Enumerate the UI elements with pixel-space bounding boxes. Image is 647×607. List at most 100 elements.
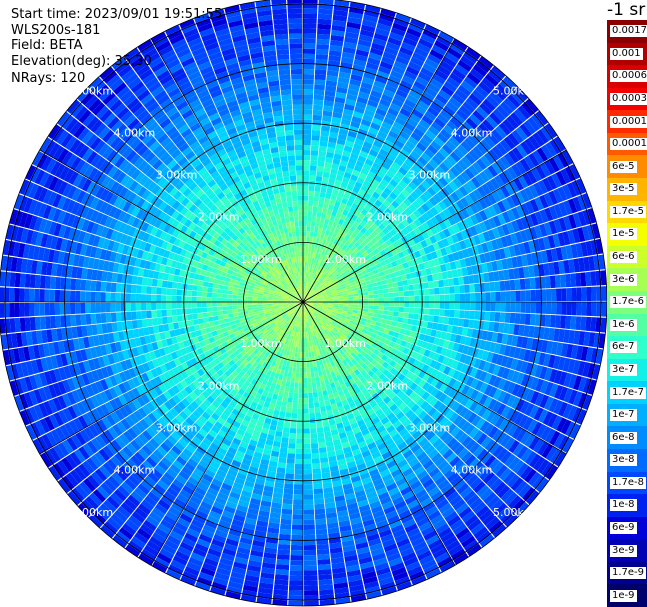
range-gate-cell: [521, 101, 535, 117]
range-gate-cell: [340, 256, 346, 263]
range-gate-cell: [330, 330, 336, 336]
range-gate-cell: [303, 291, 306, 298]
range-gate-cell: [388, 330, 395, 337]
range-gate-cell: [287, 371, 292, 378]
range-gate-cell: [450, 548, 466, 561]
range-gate-cell: [313, 488, 324, 495]
range-gate-cell: [438, 200, 448, 211]
range-gate-cell: [310, 267, 314, 274]
range-gate-cell: [410, 403, 420, 413]
range-gate-cell: [436, 35, 452, 47]
range-gate-cell: [328, 303, 334, 306]
range-gate-cell: [511, 335, 519, 347]
range-gate-cell: [451, 223, 461, 234]
range-gate-cell: [377, 442, 387, 451]
range-gate-cell: [440, 531, 455, 543]
range-gate-cell: [303, 241, 306, 247]
range-gate-cell: [282, 427, 290, 434]
range-gate-cell: [561, 150, 574, 166]
range-gate-cell: [423, 246, 431, 255]
range-gate-cell: [317, 391, 324, 398]
range-gate-cell: [430, 368, 439, 378]
range-gate-cell: [332, 279, 339, 285]
range-gate-cell: [377, 285, 384, 290]
range-gate-cell: [523, 241, 531, 254]
range-gate-cell: [312, 114, 322, 121]
range-gate-cell: [407, 278, 414, 285]
range-gate-cell: [305, 276, 307, 282]
range-gate-cell: [348, 304, 354, 308]
range-gate-cell: [315, 275, 320, 281]
range-gate-cell: [317, 305, 323, 309]
range-gate-cell: [312, 295, 317, 298]
range-gate-cell: [543, 353, 551, 367]
range-gate-cell: [341, 324, 347, 330]
range-gate-cell: [368, 298, 374, 302]
range-gate-cell: [280, 523, 292, 530]
range-gate-cell: [425, 129, 437, 141]
range-gate-cell: [490, 499, 504, 513]
range-gate-cell: [447, 205, 457, 216]
range-gate-cell: [520, 216, 530, 230]
range-gate-cell: [552, 355, 561, 370]
range-gate-cell: [393, 17, 410, 28]
range-gate-cell: [318, 201, 324, 208]
range-gate-cell: [399, 269, 406, 276]
range-gate-cell: [316, 165, 324, 172]
range-gate-cell: [355, 101, 367, 110]
range-gate-cell: [380, 242, 388, 250]
range-gate-cell: [309, 412, 316, 419]
range-gate-cell: [329, 199, 336, 206]
range-gate-cell: [395, 183, 405, 193]
range-gate-cell: [405, 224, 414, 233]
range-gate-cell: [314, 69, 327, 76]
range-gate-cell: [331, 321, 337, 326]
range-gate-cell: [362, 114, 374, 122]
range-gate-cell: [330, 249, 336, 256]
range-gate-cell: [468, 275, 475, 284]
range-gate-cell: [502, 118, 515, 133]
range-gate-cell: [326, 289, 332, 293]
range-gate-cell: [373, 258, 380, 265]
range-gate-cell: [426, 342, 434, 351]
range-gate-cell: [310, 160, 318, 166]
range-gate-cell: [397, 381, 406, 390]
range-gate-cell: [332, 111, 343, 119]
range-gate-cell: [423, 334, 431, 343]
range-gate-cell: [475, 505, 490, 518]
range-gate-cell: [316, 211, 322, 218]
range-gate-cell: [464, 424, 476, 436]
range-gate-cell: [356, 244, 364, 251]
range-gate-cell: [389, 236, 397, 244]
range-gate-cell: [402, 144, 413, 155]
range-gate-cell: [407, 260, 414, 268]
range-gate-cell: [393, 233, 401, 241]
range-gate-cell: [444, 302, 450, 310]
range-gate-cell: [346, 334, 353, 341]
range-gate-cell: [545, 464, 558, 480]
range-gate-cell: [295, 367, 300, 373]
range-gate-cell: [335, 223, 342, 230]
range-gate-cell: [337, 367, 344, 375]
range-gate-cell: [548, 398, 559, 413]
range-gate-cell: [474, 200, 484, 212]
range-gate-cell: [311, 278, 315, 284]
range-gate-cell: [435, 552, 450, 564]
range-gate-cell: [368, 308, 374, 313]
range-gate-cell: [395, 170, 405, 180]
range-gate-cell: [394, 270, 401, 277]
range-gate-cell: [335, 91, 347, 99]
range-gate-cell: [480, 488, 493, 501]
range-gate-cell: [316, 328, 321, 334]
range-gate-cell: [352, 375, 360, 383]
range-gate-cell: [482, 471, 496, 485]
range-gate-cell: [600, 317, 607, 333]
range-gate-cell: [316, 270, 321, 276]
range-gate-cell: [503, 136, 516, 150]
range-gate-cell: [373, 384, 381, 393]
range-gate-cell: [344, 392, 352, 400]
range-gate-cell: [393, 331, 400, 338]
range-gate-cell: [479, 311, 486, 321]
range-gate-cell: [313, 201, 319, 207]
range-gate-cell: [336, 374, 343, 381]
